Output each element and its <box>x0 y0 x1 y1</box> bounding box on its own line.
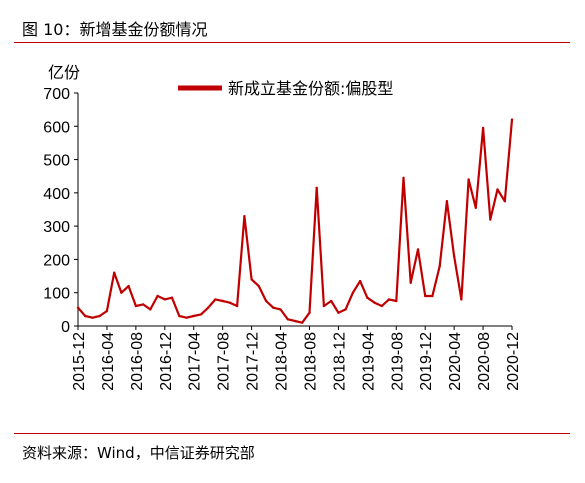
y-tick-label: 600 <box>43 119 70 136</box>
data-point <box>366 296 369 299</box>
data-point <box>243 215 246 218</box>
data-point <box>510 118 514 121</box>
data-point <box>308 311 311 314</box>
y-tick-label: 700 <box>43 86 70 103</box>
data-point <box>279 308 282 311</box>
x-tick-label: 2018-04 <box>274 332 291 391</box>
data-point <box>322 304 326 308</box>
x-tick-label: 2017-08 <box>216 332 233 391</box>
data-point <box>452 254 456 258</box>
y-tick-label: 400 <box>43 186 70 203</box>
data-point <box>474 206 477 209</box>
figure-title: 图 10：新增基金份额情况 <box>22 20 208 39</box>
x-tick-label: 2017-12 <box>245 332 262 391</box>
data-point <box>134 304 138 308</box>
data-point <box>120 291 123 294</box>
data-point <box>503 200 506 203</box>
data-point <box>170 296 174 299</box>
x-tick-label: 2016-04 <box>100 332 117 391</box>
data-point <box>358 279 362 283</box>
y-tick-label: 0 <box>61 319 70 336</box>
data-point <box>272 306 275 309</box>
x-tick-label: 2020-04 <box>447 332 464 391</box>
plot-area <box>76 118 514 324</box>
x-axis: 2015-12 2016-04 2016-08 2016-12 2017-04 2017-… <box>71 325 522 391</box>
data-point <box>149 308 152 311</box>
data-point <box>395 299 398 303</box>
data-point <box>113 271 116 274</box>
data-point <box>156 294 159 298</box>
x-tick-label: 2018-08 <box>302 332 319 391</box>
x-tick-label: 2017-04 <box>187 332 204 391</box>
data-point <box>250 278 253 281</box>
y-axis: 0 100 200 300 400 500 600 700 <box>43 86 79 336</box>
data-point <box>315 186 318 190</box>
data-point <box>351 291 355 294</box>
data-point <box>416 248 420 251</box>
data-point <box>192 314 195 318</box>
data-point <box>424 294 427 298</box>
x-tick-label: 2016-08 <box>129 332 146 391</box>
x-tick-label: 2018-12 <box>331 332 348 391</box>
data-point <box>496 188 499 191</box>
data-point <box>98 314 101 318</box>
data-point <box>228 301 232 304</box>
data-point <box>163 298 166 301</box>
x-tick-label: 2020-12 <box>505 332 522 391</box>
series-line <box>77 119 514 324</box>
data-point <box>373 301 376 304</box>
legend-label: 新成立基金份额:偏股型 <box>228 79 393 98</box>
data-point <box>235 304 239 308</box>
data-point <box>489 218 492 221</box>
y-tick-label: 500 <box>43 153 70 170</box>
data-point <box>460 298 463 301</box>
data-point <box>207 306 210 309</box>
top-rule <box>14 42 570 43</box>
data-point <box>264 299 268 303</box>
data-point <box>431 294 434 298</box>
data-point <box>84 314 87 318</box>
data-point <box>221 299 224 303</box>
data-point <box>301 321 304 324</box>
y-tick-label: 200 <box>43 252 70 269</box>
line-chart: 亿份 新成立基金份额:偏股型 0 100 200 300 400 500 600 700 20… <box>43 64 522 391</box>
x-tick-label: 2019-12 <box>418 332 435 391</box>
data-point <box>141 303 145 306</box>
source-note: 资料来源：Wind，中信证券研究部 <box>22 444 255 462</box>
data-point <box>438 264 441 268</box>
bottom-rule <box>14 433 570 434</box>
data-point <box>467 178 470 181</box>
data-point <box>387 298 391 301</box>
data-point <box>409 281 412 284</box>
data-point <box>199 313 203 316</box>
y-axis-unit: 亿份 <box>48 64 80 82</box>
data-point <box>286 318 289 321</box>
data-point <box>257 284 260 288</box>
data-point <box>91 316 94 319</box>
x-tick-label: 2019-04 <box>360 332 377 391</box>
data-point <box>337 311 340 314</box>
x-tick-label: 2015-12 <box>71 332 88 391</box>
data-point <box>445 200 449 203</box>
data-point <box>76 306 80 309</box>
data-point <box>330 299 333 303</box>
x-tick-label: 2016-12 <box>158 332 175 391</box>
data-point <box>127 284 130 288</box>
y-tick-label: 100 <box>43 286 70 303</box>
x-tick-label: 2019-08 <box>389 332 406 391</box>
data-point <box>105 309 109 313</box>
data-point <box>481 126 485 130</box>
data-point <box>344 308 347 311</box>
data-point <box>214 298 217 301</box>
data-point <box>185 316 188 319</box>
data-point <box>380 304 383 308</box>
y-tick-label: 300 <box>43 219 70 236</box>
data-point <box>402 176 405 180</box>
x-tick-label: 2020-08 <box>476 332 493 391</box>
data-point <box>178 314 181 318</box>
data-point <box>293 319 297 323</box>
legend: 新成立基金份额:偏股型 <box>178 79 393 98</box>
